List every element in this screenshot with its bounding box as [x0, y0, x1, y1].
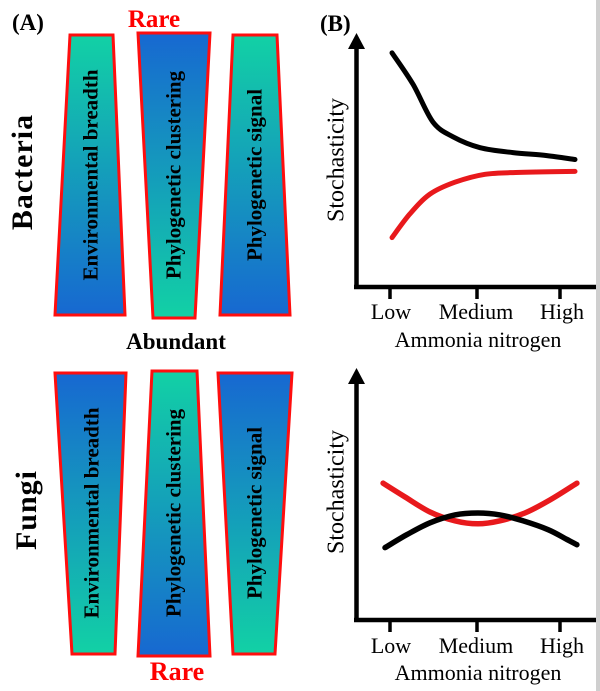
bottom-chart-tick-label-medium: Medium — [438, 633, 514, 658]
bottom-chart-black-curve — [382, 510, 580, 551]
bacteria-phylogenetic-signal-bar — [218, 33, 292, 317]
bacteria-row-title: Bacteria — [6, 113, 39, 231]
fungi-row-title: Fungi — [10, 469, 43, 551]
bacteria-environmental-breadth-label: Environmental breadth — [78, 69, 103, 281]
top-chart-black-curve — [389, 50, 578, 162]
bottom-chart-y-axis-label: Stochasticity — [323, 430, 350, 554]
top-chart-y-axis-label: Stochasticity — [323, 98, 350, 222]
fungi-phylogenetic-signal-label: Phylogenetic signal — [242, 426, 267, 600]
bacteria-phylogenetic-clustering-label: Phylogenetic clustering — [161, 70, 186, 280]
top-chart-tick-label-medium: Medium — [438, 299, 514, 324]
abundant-label: Abundant — [126, 329, 226, 354]
panel-a-label: (A) — [12, 10, 44, 35]
fungi-environmental-breadth-bar — [53, 371, 128, 656]
top-chart-y-axis-arrowhead — [348, 33, 365, 49]
rare-top-label: Rare — [127, 6, 181, 33]
bacteria-phylogenetic-clustering-bar — [136, 31, 212, 320]
top-chart-tick-label-high: High — [540, 299, 584, 324]
fungi-phylogenetic-clustering-bar — [136, 369, 212, 658]
fungi-environmental-breadth-label: Environmental breadth — [79, 407, 104, 619]
bottom-chart-red-curve — [380, 480, 580, 527]
top-chart-tick-label-low: Low — [370, 299, 412, 324]
fungi-phylogenetic-clustering-label: Phylogenetic clustering — [161, 408, 186, 618]
bacteria-phylogenetic-signal-label: Phylogenetic signal — [242, 88, 267, 262]
fungi-phylogenetic-signal-bar — [216, 371, 294, 656]
bottom-chart-x-axis-label: Ammonia nitrogen — [394, 660, 562, 685]
bacteria-environmental-breadth-bar — [53, 33, 127, 317]
top-chart-x-axis-label: Ammonia nitrogen — [394, 327, 562, 352]
bottom-chart-tick-label-low: Low — [370, 633, 412, 658]
bottom-chart-y-axis-arrowhead — [348, 368, 365, 384]
top-chart-red-curve — [389, 168, 578, 241]
bottom-chart-tick-label-high: High — [540, 633, 584, 658]
image-right-border — [596, 0, 600, 691]
rare-bottom-label: Rare — [149, 657, 205, 686]
panel-b-label: (B) — [320, 11, 351, 36]
